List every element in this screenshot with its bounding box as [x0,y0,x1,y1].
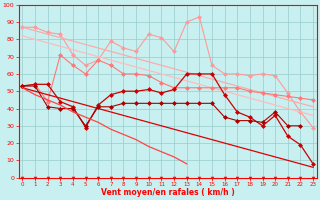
X-axis label: Vent moyen/en rafales ( km/h ): Vent moyen/en rafales ( km/h ) [101,188,235,197]
